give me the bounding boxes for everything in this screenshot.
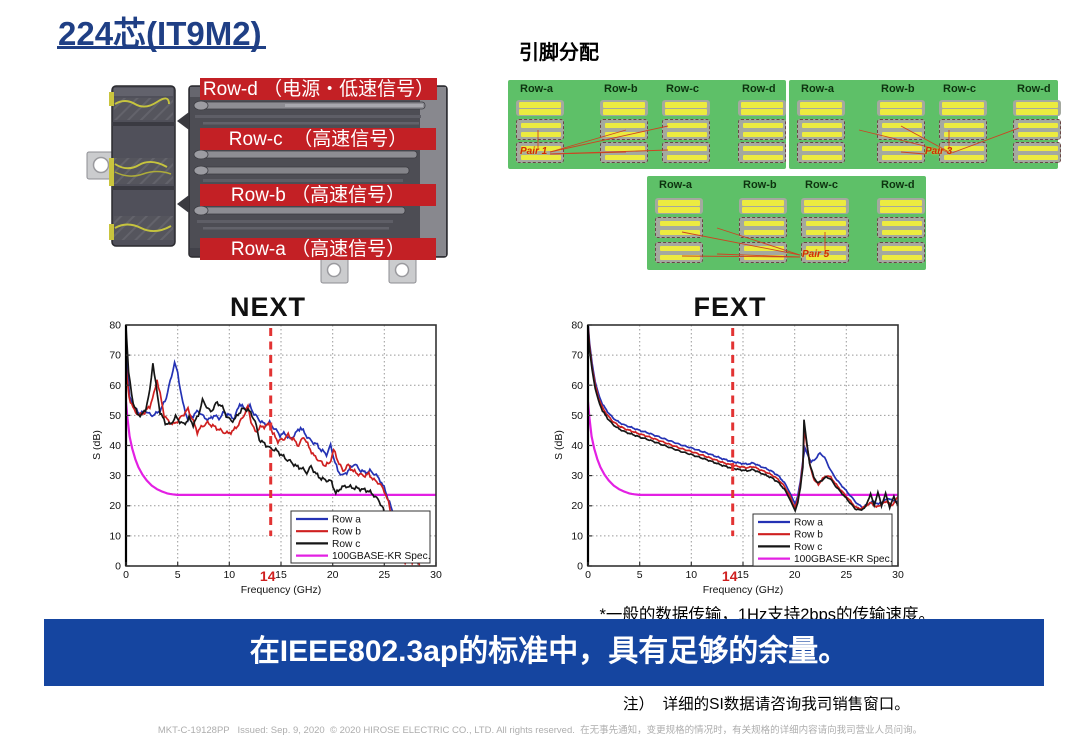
svg-text:5: 5 bbox=[637, 569, 643, 581]
svg-text:30: 30 bbox=[571, 470, 583, 482]
svg-text:70: 70 bbox=[571, 350, 583, 362]
svg-text:15: 15 bbox=[737, 569, 749, 581]
svg-text:14: 14 bbox=[260, 568, 276, 584]
svg-text:60: 60 bbox=[109, 380, 121, 392]
svg-text:40: 40 bbox=[571, 440, 583, 452]
svg-text:0: 0 bbox=[585, 569, 591, 581]
svg-text:70: 70 bbox=[109, 350, 121, 362]
svg-text:Frequency (GHz): Frequency (GHz) bbox=[703, 584, 784, 596]
svg-text:15: 15 bbox=[275, 569, 287, 581]
svg-text:NEXT: NEXT bbox=[230, 293, 306, 322]
svg-text:0: 0 bbox=[115, 561, 121, 573]
svg-text:5: 5 bbox=[175, 569, 181, 581]
svg-text:100GBASE-KR Spec.: 100GBASE-KR Spec. bbox=[332, 551, 431, 562]
svg-text:Row c: Row c bbox=[794, 542, 822, 553]
svg-text:10: 10 bbox=[685, 569, 697, 581]
svg-text:0: 0 bbox=[123, 569, 129, 581]
svg-text:25: 25 bbox=[378, 569, 390, 581]
svg-text:FEXT: FEXT bbox=[693, 293, 766, 322]
svg-text:Row a: Row a bbox=[794, 518, 823, 529]
svg-text:25: 25 bbox=[840, 569, 852, 581]
svg-text:30: 30 bbox=[430, 569, 442, 581]
svg-text:0: 0 bbox=[577, 561, 583, 573]
svg-text:50: 50 bbox=[109, 410, 121, 422]
svg-text:50: 50 bbox=[571, 410, 583, 422]
svg-text:20: 20 bbox=[109, 500, 121, 512]
svg-text:10: 10 bbox=[109, 530, 121, 542]
svg-text:20: 20 bbox=[571, 500, 583, 512]
svg-text:10: 10 bbox=[223, 569, 235, 581]
svg-text:Row b: Row b bbox=[794, 530, 823, 541]
svg-text:20: 20 bbox=[327, 569, 339, 581]
svg-text:80: 80 bbox=[109, 320, 121, 332]
svg-text:14: 14 bbox=[722, 568, 738, 584]
svg-text:80: 80 bbox=[571, 320, 583, 332]
svg-text:40: 40 bbox=[109, 440, 121, 452]
svg-text:Row c: Row c bbox=[332, 539, 360, 550]
svg-text:S (dB): S (dB) bbox=[93, 430, 103, 460]
svg-text:30: 30 bbox=[892, 569, 904, 581]
svg-text:20: 20 bbox=[789, 569, 801, 581]
svg-text:S (dB): S (dB) bbox=[553, 430, 565, 460]
svg-text:Row a: Row a bbox=[332, 515, 361, 526]
svg-text:Row b: Row b bbox=[332, 527, 361, 538]
svg-text:10: 10 bbox=[571, 530, 583, 542]
svg-text:60: 60 bbox=[571, 380, 583, 392]
svg-text:30: 30 bbox=[109, 470, 121, 482]
svg-text:Frequency (GHz): Frequency (GHz) bbox=[241, 584, 322, 596]
svg-text:100GBASE-KR Spec.: 100GBASE-KR Spec. bbox=[794, 554, 893, 565]
